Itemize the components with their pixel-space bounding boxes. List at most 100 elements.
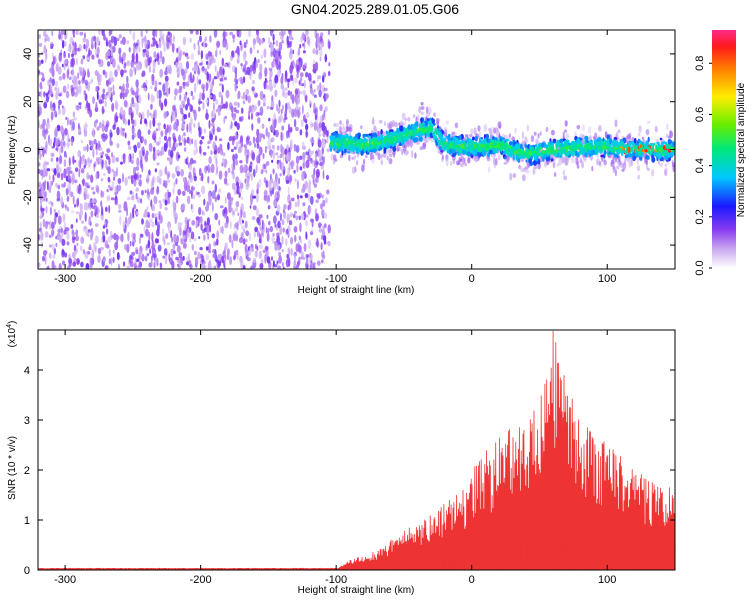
halo-cell (413, 114, 416, 119)
noise-cell (158, 136, 162, 144)
noise-cell (172, 34, 176, 43)
noise-cell (76, 47, 80, 52)
noise-cell (309, 205, 312, 214)
noise-cell (232, 65, 236, 73)
noise-cell (49, 100, 53, 110)
noise-cell (231, 148, 234, 153)
noise-cell (66, 167, 69, 175)
noise-cell (119, 215, 122, 225)
noise-cell (40, 204, 43, 213)
signal-cell (634, 149, 638, 153)
noise-cell (281, 218, 285, 226)
noise-cell (305, 123, 309, 131)
signal-cell (667, 139, 672, 145)
noise-cell (133, 262, 136, 269)
signal-cell (371, 141, 374, 145)
halo-cell (603, 159, 607, 166)
noise-cell (175, 178, 178, 185)
signal-cell (505, 138, 509, 142)
halo-cell (464, 134, 469, 138)
signal-cell (386, 138, 390, 142)
noise-cell (326, 148, 330, 153)
noise-cell (119, 92, 123, 100)
noise-cell (105, 40, 109, 47)
halo-cell (562, 131, 565, 136)
noise-cell (252, 91, 257, 95)
noise-cell (236, 30, 240, 37)
noise-cell (195, 190, 198, 196)
halo-cell (495, 157, 498, 166)
noise-cell (190, 53, 195, 61)
noise-cell (135, 166, 140, 171)
noise-cell (265, 127, 268, 137)
noise-cell (151, 232, 154, 242)
noise-cell (111, 102, 115, 112)
halo-cell (478, 131, 482, 137)
noise-cell (239, 237, 243, 244)
noise-cell (138, 250, 143, 257)
noise-cell (266, 195, 269, 204)
noise-cell (138, 237, 141, 245)
noise-cell (82, 146, 87, 152)
halo-cell (612, 155, 615, 161)
noise-cell (212, 78, 215, 86)
noise-cell (287, 194, 291, 204)
noise-cell (325, 93, 329, 99)
noise-cell (303, 80, 306, 89)
noise-cell (95, 184, 99, 191)
noise-cell (258, 178, 262, 188)
noise-cell (233, 230, 238, 236)
noise-cell (48, 252, 52, 259)
noise-cell (135, 192, 138, 200)
noise-cell (319, 56, 322, 62)
halo-cell (493, 127, 497, 134)
signal-cell (417, 130, 420, 134)
noise-cell (221, 84, 224, 93)
noise-cell (232, 154, 235, 162)
noise-cell (191, 138, 194, 145)
noise-cell (304, 192, 309, 199)
noise-cell (181, 118, 185, 122)
noise-cell (240, 43, 243, 52)
noise-cell (170, 115, 173, 124)
noise-cell (302, 202, 306, 207)
halo-cell (450, 160, 453, 167)
halo-cell (418, 106, 422, 114)
noise-cell (87, 229, 91, 233)
noise-cell (184, 52, 189, 57)
noise-cell (313, 121, 317, 131)
signal-cell (392, 143, 395, 147)
halo-cell (617, 129, 621, 134)
signal-cell (517, 158, 521, 163)
noise-cell (239, 40, 242, 46)
signal-cell (376, 141, 381, 145)
halo-cell (544, 160, 547, 167)
noise-cell (302, 256, 306, 260)
halo-cell (346, 125, 349, 132)
noise-cell (223, 177, 228, 185)
noise-cell (216, 108, 219, 113)
halo-cell (533, 131, 537, 136)
signal-cell (543, 142, 547, 147)
noise-cell (102, 256, 106, 263)
signal-cell (578, 149, 583, 155)
noise-cell (278, 251, 282, 257)
noise-cell (132, 90, 136, 96)
noise-cell (327, 70, 331, 77)
noise-cell (74, 41, 77, 52)
noise-cell (167, 223, 171, 234)
noise-cell (307, 185, 312, 194)
signal-cell (466, 146, 469, 152)
noise-cell (274, 89, 278, 98)
noise-cell (199, 35, 202, 43)
noise-cell (44, 56, 47, 63)
noise-cell (72, 195, 75, 205)
signal-cell (495, 148, 499, 154)
noise-cell (135, 265, 138, 269)
noise-cell (235, 141, 239, 149)
noise-cell (205, 254, 210, 261)
noise-cell (108, 248, 111, 257)
noise-cell (45, 197, 48, 202)
noise-cell (319, 149, 323, 159)
noise-cell (253, 257, 257, 264)
